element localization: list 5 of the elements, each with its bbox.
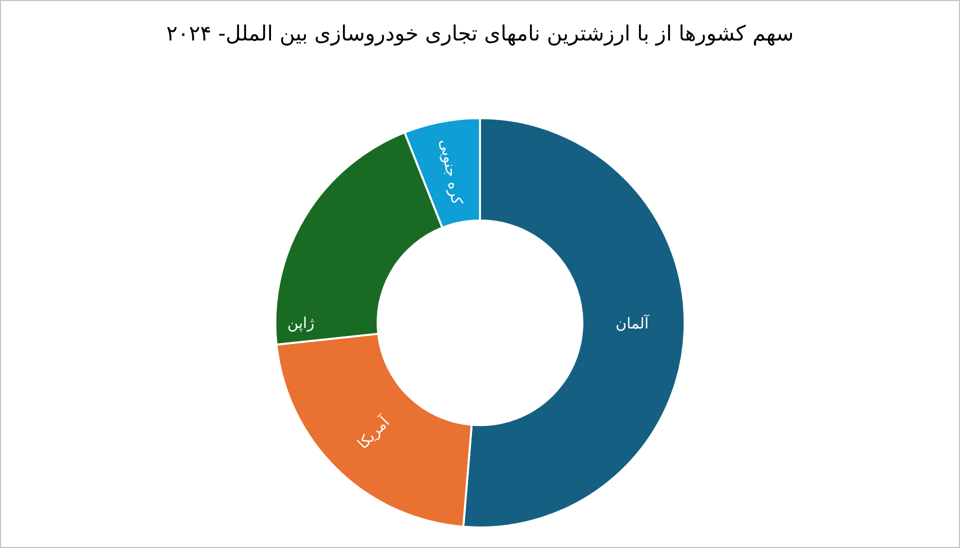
slice-label: آلمان — [616, 313, 650, 332]
slice-label: آمریکا — [353, 412, 394, 453]
slice-label: کره جنوبی — [436, 138, 466, 207]
chart-title: سهم کشورها از با ارزشترین نامهای تجاری خودروسازی بین الملل- ۲۰۲۴ — [166, 21, 794, 46]
slice-label: ژاپن — [287, 314, 314, 332]
